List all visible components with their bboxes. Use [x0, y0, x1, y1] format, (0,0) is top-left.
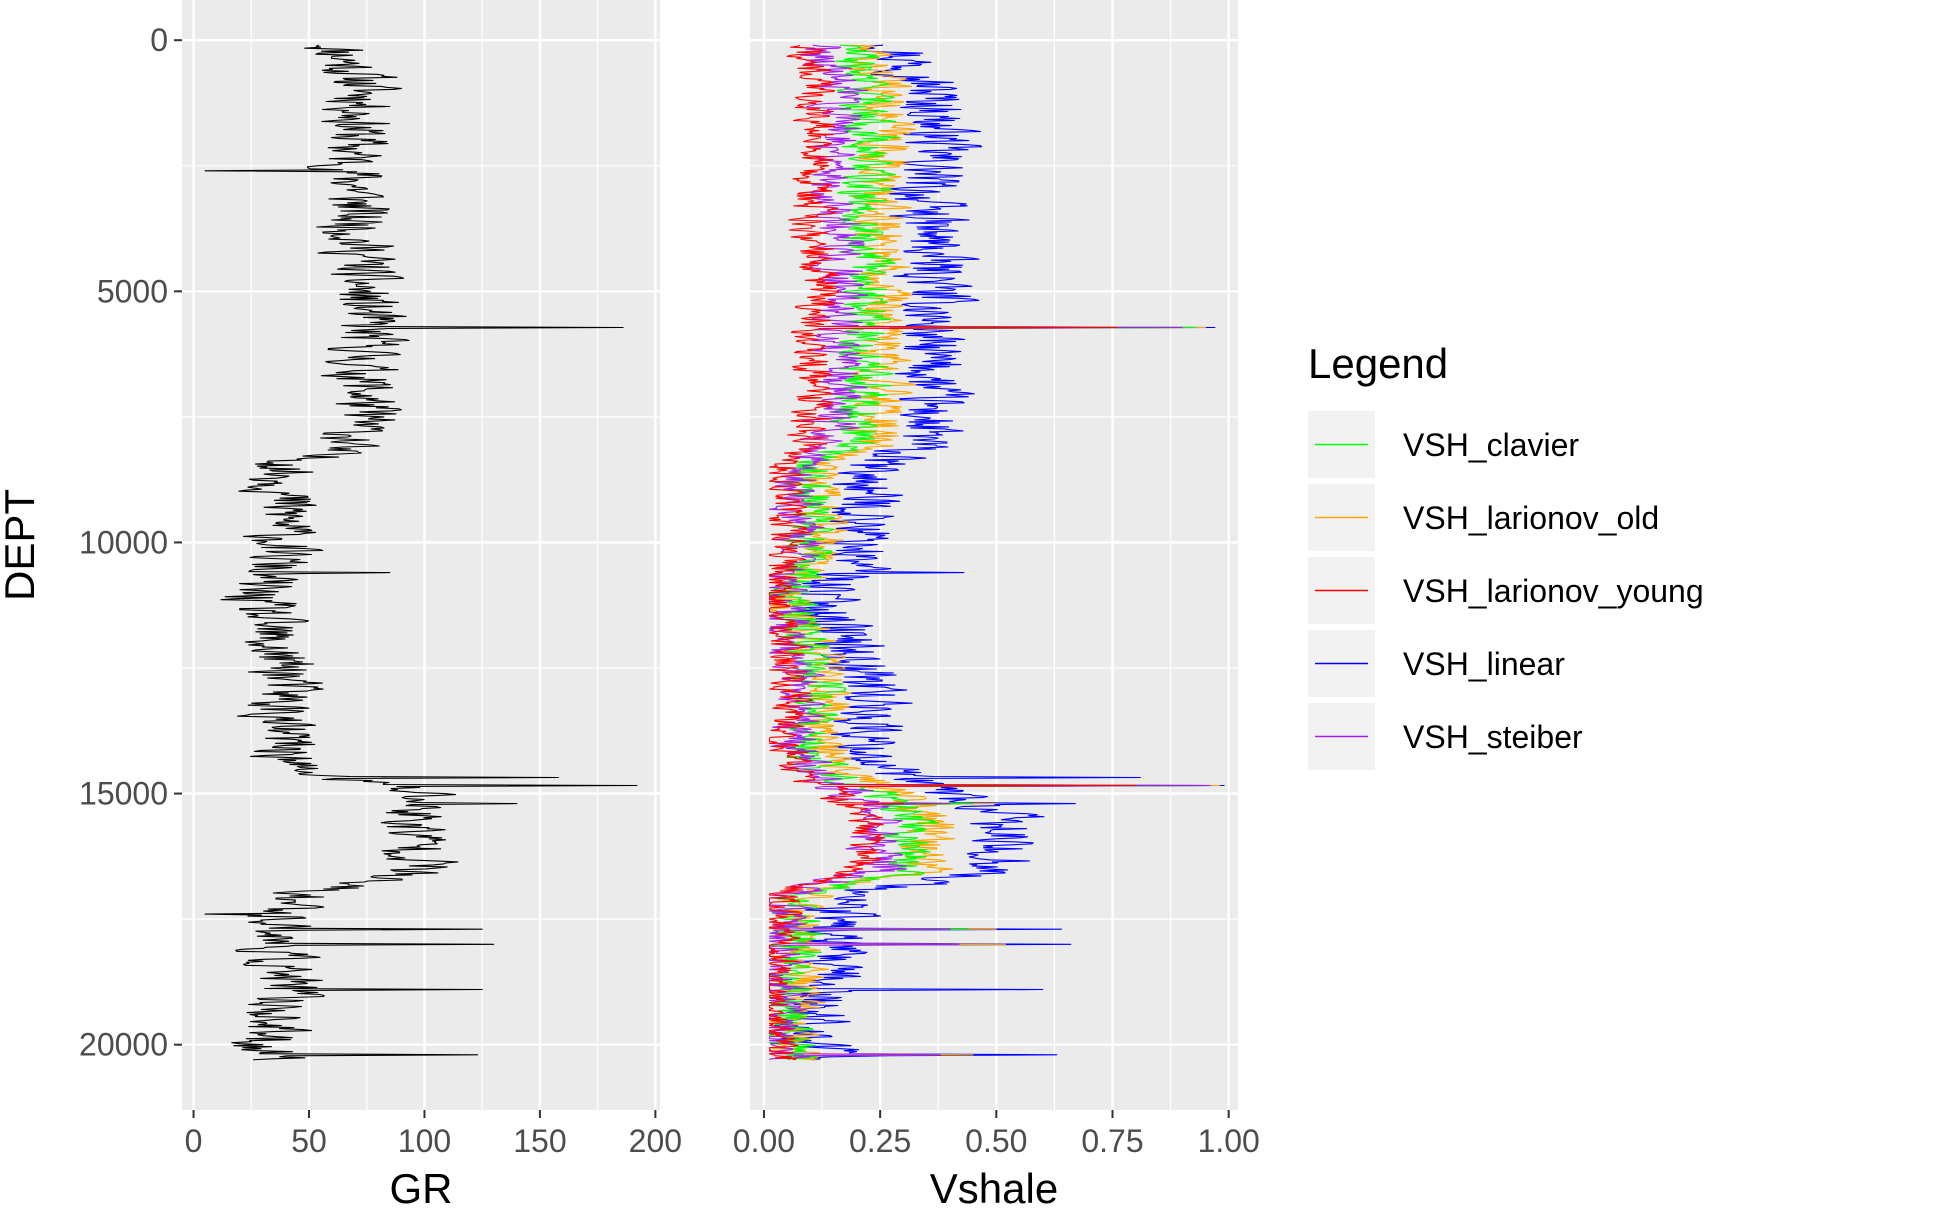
y-tick-label: 5000: [97, 273, 168, 309]
series-line-vsh-clavier: [768, 44, 1211, 1061]
legend-label: VSH_steiber: [1403, 719, 1583, 755]
legend-label: VSH_clavier: [1403, 427, 1579, 463]
legend-title: Legend: [1308, 340, 1448, 387]
x-tick-label: 0.75: [1081, 1123, 1143, 1159]
series-line-vsh-linear: [774, 44, 1225, 1061]
x-tick-label: 100: [398, 1123, 451, 1159]
x-tick-label: 0.00: [733, 1123, 795, 1159]
legend-label: VSH_linear: [1403, 646, 1565, 682]
legend-label: VSH_larionov_young: [1403, 573, 1704, 609]
x-tick-label: 1.00: [1198, 1123, 1260, 1159]
x-axis-title-vshale: Vshale: [930, 1165, 1058, 1209]
vshale-panel-series: [768, 44, 1225, 1061]
x-axis-title-gr: GR: [390, 1165, 453, 1209]
series-line-vsh-larionov-young: [768, 44, 1137, 1061]
y-tick-label: 20000: [79, 1027, 168, 1063]
gr-panel-series: [204, 44, 638, 1061]
x-tick-label: 200: [629, 1123, 682, 1159]
x-tick-label: 50: [291, 1123, 327, 1159]
dept-y-ticks: 0 5000 10000 15000 20000: [79, 22, 182, 1063]
vshale-panel-grid: [750, 0, 1238, 1110]
y-tick-label: 0: [150, 22, 168, 58]
legend-label: VSH_larionov_old: [1403, 500, 1659, 536]
gr-panel: 0 50 100 150 200 0 5000 10000 15000 20000 GR DEP…: [0, 0, 682, 1212]
y-tick-label: 10000: [79, 524, 168, 560]
y-axis-title-dept: DEPT: [0, 489, 43, 601]
y-tick-label: 15000: [79, 776, 168, 812]
gr-panel-background: [182, 0, 660, 1110]
x-tick-label: 0: [185, 1123, 203, 1159]
series-line-gr: [204, 44, 638, 1061]
vshale-panel: 0.00 0.25 0.50 0.75 1.00 Vshale: [733, 0, 1260, 1212]
x-tick-label: 0.25: [849, 1123, 911, 1159]
x-tick-label: 150: [513, 1123, 566, 1159]
legend: Legend VSH_clavier VSH_larionov_old VSH_la…: [1308, 340, 1704, 770]
gr-x-ticks: 0 50 100 150 200: [185, 1110, 682, 1159]
x-tick-label: 0.50: [965, 1123, 1027, 1159]
legend-items: VSH_clavier VSH_larionov_old VSH_larionov_…: [1308, 411, 1704, 770]
vshale-x-ticks: 0.00 0.25 0.50 0.75 1.00: [733, 1110, 1260, 1159]
